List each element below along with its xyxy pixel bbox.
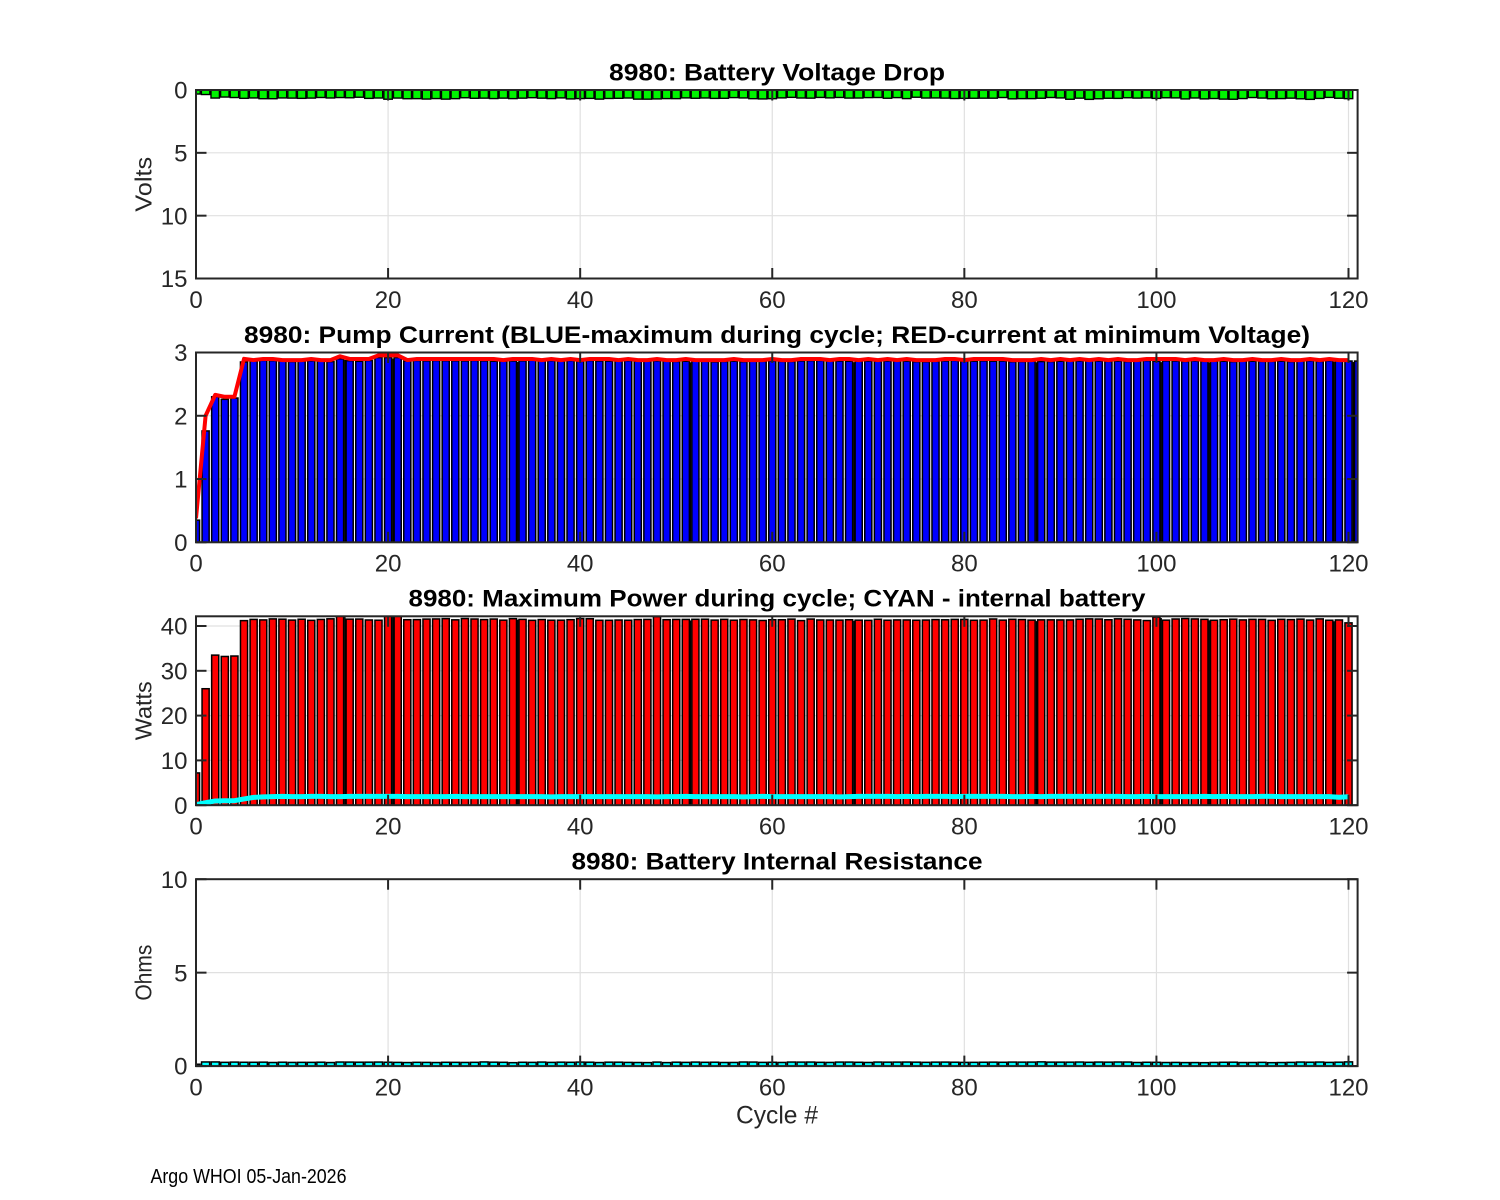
svg-text:8980: Battery Voltage Drop: 8980: Battery Voltage Drop [609, 59, 945, 86]
svg-text:0: 0 [189, 1074, 202, 1101]
svg-text:8980: Maximum Power during cyc: 8980: Maximum Power during cycle; CYAN -… [409, 586, 1147, 613]
svg-text:80: 80 [951, 287, 978, 314]
svg-text:20: 20 [375, 551, 402, 578]
svg-text:20: 20 [375, 287, 402, 314]
svg-text:40: 40 [567, 287, 594, 314]
svg-text:Volts: Volts [131, 157, 157, 212]
svg-text:Ohms: Ohms [131, 945, 157, 1001]
svg-text:10: 10 [161, 203, 188, 230]
svg-text:80: 80 [951, 551, 978, 578]
svg-text:120: 120 [1328, 287, 1368, 314]
svg-text:100: 100 [1136, 1074, 1176, 1101]
svg-text:0: 0 [189, 814, 202, 841]
svg-text:60: 60 [759, 1074, 786, 1101]
svg-text:0: 0 [189, 551, 202, 578]
svg-text:20: 20 [375, 1074, 402, 1101]
svg-text:0: 0 [174, 530, 187, 557]
svg-text:Watts: Watts [131, 681, 157, 740]
svg-text:8980: Battery Internal Resista: 8980: Battery Internal Resistance [572, 849, 983, 876]
svg-text:40: 40 [567, 1074, 594, 1101]
svg-text:0: 0 [174, 793, 187, 820]
svg-text:10: 10 [161, 867, 188, 894]
svg-text:80: 80 [951, 814, 978, 841]
svg-text:60: 60 [759, 287, 786, 314]
svg-text:20: 20 [161, 703, 188, 730]
svg-text:100: 100 [1136, 551, 1176, 578]
svg-text:30: 30 [161, 658, 188, 685]
svg-text:0: 0 [174, 78, 187, 105]
svg-text:40: 40 [567, 551, 594, 578]
svg-text:80: 80 [951, 1074, 978, 1101]
svg-text:100: 100 [1136, 287, 1176, 314]
svg-text:Argo WHOI 05-Jan-2026: Argo WHOI 05-Jan-2026 [151, 1166, 347, 1188]
svg-text:60: 60 [759, 551, 786, 578]
svg-text:60: 60 [759, 814, 786, 841]
svg-text:1: 1 [174, 467, 187, 494]
svg-text:40: 40 [161, 614, 188, 641]
svg-text:0: 0 [189, 287, 202, 314]
svg-text:3: 3 [174, 340, 187, 367]
svg-text:0: 0 [174, 1054, 187, 1081]
svg-text:15: 15 [161, 266, 188, 293]
svg-text:20: 20 [375, 814, 402, 841]
svg-text:120: 120 [1328, 814, 1368, 841]
svg-text:120: 120 [1328, 551, 1368, 578]
svg-text:5: 5 [174, 960, 187, 987]
svg-text:120: 120 [1328, 1074, 1368, 1101]
svg-text:5: 5 [174, 140, 187, 167]
svg-text:100: 100 [1136, 814, 1176, 841]
svg-text:8980: Pump Current (BLUE-maxim: 8980: Pump Current (BLUE-maximum during … [244, 322, 1310, 349]
svg-text:40: 40 [567, 814, 594, 841]
svg-text:2: 2 [174, 403, 187, 430]
svg-text:Cycle #: Cycle # [736, 1101, 818, 1129]
svg-text:10: 10 [161, 748, 188, 775]
